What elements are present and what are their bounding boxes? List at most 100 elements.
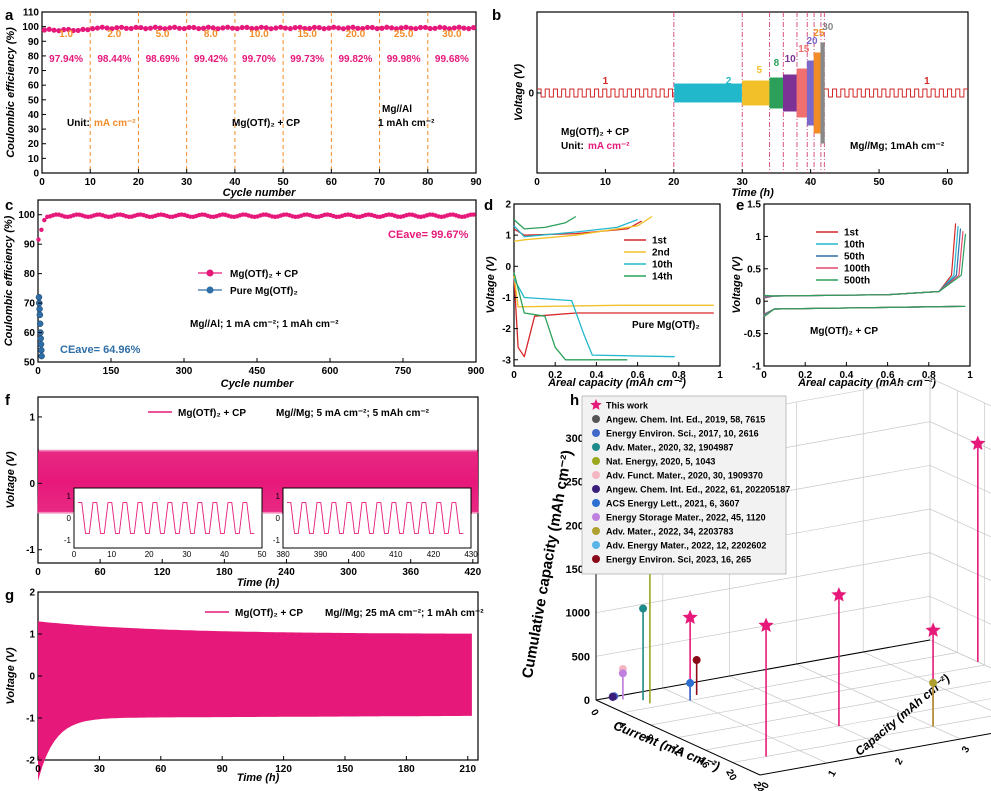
segment-current-label: 5 [757, 65, 763, 76]
data-point [364, 24, 371, 31]
legend-marker [592, 429, 600, 437]
data-point [355, 25, 361, 31]
star-marker [970, 435, 986, 450]
x-tick-label: 180 [216, 567, 233, 578]
x-tick-label: 30 [737, 177, 749, 188]
x-tick-label: 40 [805, 177, 817, 188]
x-tick-label: 300 [340, 567, 357, 578]
y-tick-label: 2 [29, 588, 35, 599]
data-point [442, 25, 448, 31]
legend-label: 100th [844, 264, 870, 275]
x-tick-label: 20 [133, 177, 145, 188]
data-point [369, 24, 375, 31]
x-tick-label: 0 [534, 177, 540, 188]
x-axis-label: Areal capacity (mAh cm⁻²) [547, 377, 686, 389]
panel-letter-d: d [484, 197, 493, 214]
inset-early-tick-label: 20 [145, 550, 154, 559]
data-point [302, 25, 308, 32]
data-point [282, 25, 289, 31]
data-point [422, 24, 428, 31]
panel-letter-c: c [5, 197, 13, 214]
circle-marker [929, 678, 938, 687]
data-point [350, 24, 356, 30]
star-marker [831, 587, 847, 602]
legend-marker [592, 527, 600, 535]
legend-label: 1st [844, 228, 859, 239]
inset-late-tick-label: 390 [314, 550, 328, 559]
inset-late-tick-label: 410 [389, 550, 403, 559]
data-point [61, 27, 67, 33]
grid-line [595, 639, 991, 701]
y-tick-label: 1 [29, 630, 35, 641]
y-tick-label: 0 [505, 262, 511, 273]
data-point [75, 27, 81, 34]
y-axis-label: Voltage (V) [5, 647, 17, 704]
y-axis-label: Voltage (V) [513, 64, 525, 121]
star-marker [758, 617, 774, 632]
y-tick-label: -3 [502, 355, 511, 366]
data-point [316, 25, 322, 31]
data-point [157, 25, 163, 31]
y-tick-label: 80 [28, 51, 40, 62]
data-point [118, 24, 125, 30]
data-point [123, 25, 129, 31]
y-tick-label: -2 [26, 756, 35, 767]
data-point [104, 25, 110, 31]
unit-prefix: Unit: [561, 141, 584, 152]
x-tick-label: 900 [468, 366, 485, 377]
data-point [239, 24, 245, 31]
legend-label: Nat. Energy, 2020, 5, 1043 [606, 457, 715, 467]
charge-curve [763, 233, 967, 297]
data-point [225, 24, 231, 30]
voltage-trace-30 [820, 42, 825, 144]
discharge-curve-2nd [513, 275, 714, 308]
inset-early-tick-label: 40 [220, 550, 229, 559]
segment-current-label: 1 [924, 76, 930, 87]
axis-line [595, 699, 761, 776]
y-tick-label: -1 [26, 714, 35, 725]
y-axis-label: Voltage (V) [731, 256, 743, 313]
data-point [374, 25, 380, 32]
voltage-trace-2 [673, 83, 743, 103]
inset-early-y-tick-label: 1 [67, 492, 72, 501]
inset-early-tick-label: 0 [72, 550, 77, 559]
y-tick-label: 1.5 [747, 200, 761, 211]
x-tick-label: 30 [181, 177, 193, 188]
circle-marker [692, 656, 701, 665]
grid-line [650, 664, 985, 726]
y-tick-label: 70 [24, 299, 36, 310]
data-point [51, 27, 57, 33]
y-tick-label: 1 [755, 232, 761, 243]
y-axis-label: Voltage (V) [485, 256, 497, 313]
segment-current-label: 30 [822, 22, 834, 33]
efficiency-label: 99.70% [242, 54, 276, 65]
legend-label: Adv. Mater., 2022, 34, 2203783 [606, 527, 733, 537]
x-tick-label: 240 [278, 567, 295, 578]
segment-current-label: 15 [798, 44, 810, 55]
legend-label-pure: Pure Mg(OTf)₂ [230, 286, 298, 297]
legend-label: 1st [652, 236, 667, 247]
data-point [249, 25, 255, 32]
y-tick-label: 90 [28, 37, 40, 48]
data-point [109, 26, 115, 32]
charge-curve-14th [513, 215, 577, 230]
x-tick-label: 10 [85, 177, 97, 188]
data-point [384, 24, 390, 30]
panel-label: Mg(OTf)₂ + CP [810, 326, 878, 337]
x-tick-label: 12 [669, 743, 684, 759]
panel-c: Mg(OTf)₂ + CP Pure Mg(OTf)₂ CEave= 99.67% C… [3, 199, 485, 390]
y-tick-label: 60 [28, 81, 40, 92]
data-point [90, 26, 96, 32]
data-point [143, 26, 149, 32]
data-point [41, 27, 48, 33]
plot-frame [41, 11, 477, 174]
y-tick-label: 1 [505, 231, 511, 242]
x-tick-label: 0.6 [631, 370, 645, 381]
x-tick-label: 450 [249, 366, 266, 377]
discharge-curve-14th [513, 272, 628, 361]
y-tick-label: 0 [528, 89, 534, 100]
x-tick-label: 360 [402, 567, 419, 578]
unit-value: mA cm⁻² [94, 118, 136, 129]
